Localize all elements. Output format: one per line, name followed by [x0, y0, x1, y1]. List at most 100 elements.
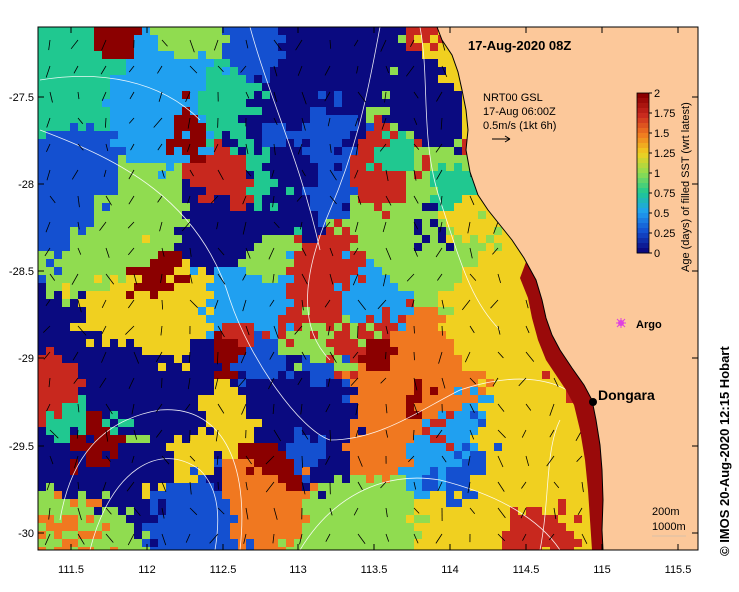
current-vector — [467, 481, 471, 494]
current-vector — [492, 247, 499, 255]
current-vector — [46, 143, 51, 152]
current-vector — [245, 481, 248, 491]
current-vector — [352, 273, 359, 286]
current-vector — [413, 325, 415, 334]
current-vector — [492, 377, 499, 387]
current-vector — [329, 169, 337, 181]
colorbar-swatch — [637, 178, 649, 184]
current-vector — [105, 117, 107, 128]
current-vector — [576, 455, 583, 462]
bathymetry-contour — [299, 477, 561, 550]
current-vector — [128, 117, 135, 124]
current-vector — [189, 169, 194, 177]
current-vector — [273, 325, 279, 339]
current-vector — [436, 91, 443, 102]
current-vector — [581, 481, 584, 493]
current-vector — [357, 481, 363, 491]
argo-marker-icon — [616, 318, 626, 328]
current-vector — [268, 377, 275, 390]
colorbar-swatch — [637, 123, 649, 129]
current-vector — [497, 507, 506, 519]
colorbar-swatch — [637, 183, 649, 189]
current-vector — [577, 507, 583, 516]
current-vector — [435, 533, 443, 544]
current-vector — [441, 39, 446, 51]
current-vector — [385, 195, 392, 206]
colorbar-swatch — [637, 108, 649, 114]
current-vector — [216, 455, 219, 465]
current-vector — [301, 169, 306, 177]
current-vector — [413, 117, 418, 125]
current-vector — [301, 273, 308, 285]
current-vector — [265, 481, 275, 493]
current-vector — [216, 221, 219, 230]
colorbar-swatch — [637, 143, 649, 149]
current-vector — [469, 403, 475, 413]
current-vector — [45, 65, 51, 78]
current-vector — [71, 273, 79, 285]
current-vector — [217, 273, 226, 285]
current-vector — [133, 429, 138, 440]
current-vector — [385, 429, 389, 438]
current-vector — [329, 247, 334, 257]
current-vector — [161, 169, 165, 178]
current-vector — [272, 533, 275, 544]
bathymetry-contour — [39, 76, 201, 121]
x-tick-label: 113 — [289, 564, 307, 576]
current-vector — [437, 481, 443, 492]
current-vector — [241, 403, 247, 415]
current-vector — [45, 221, 51, 233]
current-vector — [406, 273, 415, 282]
current-vector — [245, 325, 250, 336]
current-vector — [297, 377, 303, 386]
current-vector — [300, 403, 303, 415]
current-vector — [245, 91, 250, 99]
current-vector — [101, 351, 107, 363]
current-vector — [355, 143, 359, 156]
colorbar-swatch — [637, 103, 649, 109]
colorbar-swatch — [637, 243, 649, 249]
current-vector — [380, 39, 387, 52]
current-vector — [73, 65, 79, 74]
current-vector — [329, 195, 337, 205]
current-vector — [49, 195, 56, 204]
current-vector — [161, 299, 164, 310]
current-vector — [412, 429, 415, 441]
current-vector — [133, 507, 141, 517]
current-vector — [187, 117, 191, 129]
current-scale-arrow-icon — [492, 135, 511, 143]
current-vector — [413, 169, 417, 181]
current-vector — [497, 351, 504, 359]
colorbar-swatch — [637, 238, 649, 244]
current-vector — [188, 351, 191, 363]
current-vector — [269, 299, 275, 307]
current-vector — [413, 507, 420, 514]
current-vector — [327, 377, 331, 388]
current-vector — [380, 377, 387, 384]
current-vector — [413, 91, 419, 99]
current-vector — [102, 481, 107, 492]
current-vector — [324, 299, 331, 308]
current-vector — [441, 65, 448, 78]
colorbar-title: Age (days) of filled SST (wrt latest) — [680, 102, 692, 272]
current-vector — [436, 169, 443, 180]
current-vector — [301, 429, 309, 440]
current-vector — [273, 429, 282, 442]
current-vector — [413, 403, 419, 415]
current-vector — [413, 143, 420, 150]
current-vector — [99, 221, 107, 231]
current-vector — [72, 351, 79, 361]
current-vector — [325, 403, 331, 413]
colorbar-swatch — [637, 163, 649, 169]
y-tick-label: -30 — [18, 528, 34, 540]
current-vector — [105, 143, 109, 152]
colorbar-swatch — [637, 158, 649, 164]
colorbar-swatch — [637, 198, 649, 204]
colorbar-tick-label: 1.5 — [654, 128, 669, 140]
contour-1000-label: 1000m — [652, 521, 686, 533]
x-tick-label: 112 — [138, 564, 156, 576]
current-vector — [379, 143, 387, 152]
current-vector — [441, 377, 446, 389]
current-vector — [159, 221, 163, 232]
